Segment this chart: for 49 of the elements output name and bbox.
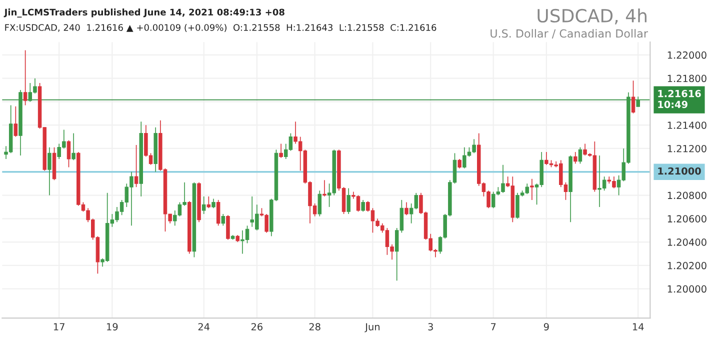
text: Jin_LCMSTraders published June 14, 2021 08:49:13 +08 (4, 8, 284, 18)
x-tick-label: 24 (198, 323, 210, 330)
ref-line-label: 1.21616 10:49 (658, 90, 701, 108)
text: FX:USDCAD, 240 1.21616 ▲ +0.00109 (+0.09%) O:1.21558 H:1.21643 L:1.21558 C:1.21616 (5, 24, 436, 32)
candlestick (631, 80, 636, 114)
candlestick (14, 106, 18, 138)
x-tick-label: 26 (251, 323, 262, 330)
candlestick (322, 180, 326, 197)
x-tick-label: 19 (107, 323, 118, 330)
y-tick-label: 1.21400 (668, 122, 706, 129)
candlestick (361, 200, 365, 212)
y-tick-label: 1.21800 (668, 74, 706, 82)
candlestick (346, 188, 350, 214)
x-tick-label: 9 (544, 323, 549, 330)
y-tick-label: 1.22000 (668, 51, 706, 59)
y-tick-label: 1.20400 (668, 238, 706, 246)
y-tick-label: 1.20600 (668, 215, 706, 222)
y-tick-label: 1.20000 (668, 285, 706, 293)
candlestick (226, 214, 230, 240)
chart-subtitle: U.S. Dollar / Canadian Dollar (490, 29, 648, 39)
candlestick (636, 96, 640, 108)
x-tick-label: Jun (364, 323, 380, 332)
candlestick (212, 198, 216, 209)
candlestick (404, 202, 408, 216)
candlestick (66, 140, 71, 168)
candlestick (134, 144, 138, 188)
candlestick (206, 196, 211, 209)
candlestick (574, 152, 578, 164)
candlestick (578, 146, 582, 164)
x-tick-label: 7 (491, 323, 496, 330)
candlestick (216, 200, 220, 226)
candlestick (72, 132, 76, 161)
candlestick (23, 50, 28, 106)
x-tick-label: 3 (428, 323, 433, 330)
x-tick-label: 28 (309, 323, 320, 330)
candlestick (202, 196, 206, 214)
x-tick-label: 17 (54, 323, 64, 330)
y-tick-label: 1.20200 (668, 262, 706, 270)
candlestick (318, 190, 322, 217)
candlestick (221, 214, 226, 226)
candlestick (279, 143, 283, 158)
y-tick-label: 1.21200 (668, 144, 706, 152)
candlestick (48, 146, 52, 196)
x-tick-label: 14 (632, 323, 644, 330)
candlestick (530, 178, 534, 200)
ref-line-label: 1.21000 (658, 167, 701, 175)
chart-title: USDCAD, 4h (538, 8, 646, 24)
y-tick-label: 1.20800 (668, 192, 706, 200)
candlestick (458, 158, 462, 169)
